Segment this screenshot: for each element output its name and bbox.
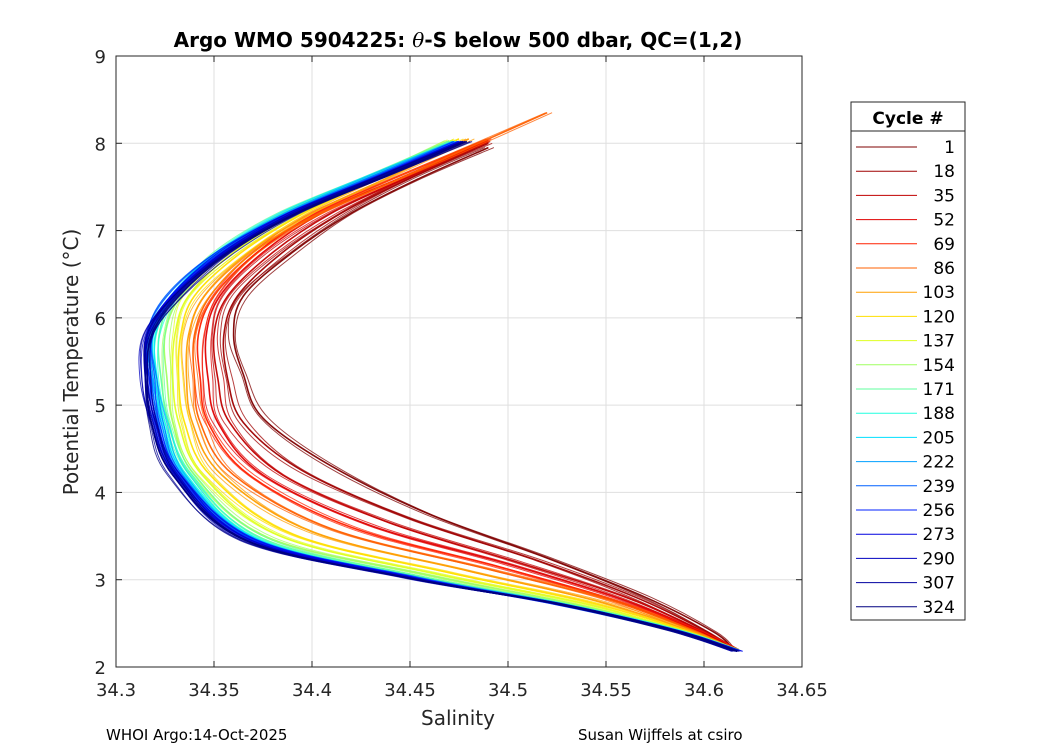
legend-label: 188: [923, 404, 955, 424]
profile-line-cycle-120: [180, 138, 737, 650]
y-tick-label: 3: [95, 571, 106, 592]
legend-label: 290: [923, 549, 955, 569]
profile-line-cycle-18: [222, 142, 734, 651]
legend-label: 18: [933, 162, 955, 182]
plot-frame: [115, 55, 803, 668]
profile-line-cycle-1: [234, 147, 736, 650]
y-tick-label: 7: [95, 222, 106, 243]
title-prefix: Argo WMO 5904225:: [174, 28, 413, 52]
legend-label: 86: [933, 259, 955, 279]
x-axis-label: Salinity: [421, 706, 495, 730]
x-tick-label: 34.6: [684, 680, 724, 701]
x-axis-ticks: 34.3 34.35 34.4 34.45 34.5 34.55 34.6 34.65: [96, 56, 828, 701]
legend-label: 1: [944, 138, 955, 158]
legend-label: 324: [923, 598, 955, 618]
legend-label: 35: [933, 186, 955, 206]
legend-label: 154: [923, 356, 955, 376]
y-axis-ticks: 2 3 4 5 6 7 8 9: [95, 47, 802, 679]
profile-line-cycle-86: [194, 112, 736, 650]
legend-box: [850, 101, 966, 621]
y-axis-label: Potential Temperature (°C): [59, 229, 83, 496]
profile-line-cycle-1: [227, 147, 731, 650]
profile-curves: [138, 111, 744, 653]
profile-line-cycle-324: [146, 140, 738, 653]
y-tick-label: 6: [95, 309, 106, 330]
legend-label: 307: [923, 574, 955, 594]
legend-label: 171: [923, 380, 955, 400]
profile-line-cycle-86: [192, 111, 734, 651]
legend-label: 69: [933, 235, 955, 255]
y-tick-label: 5: [95, 396, 106, 417]
x-tick-label: 34.3: [96, 680, 136, 701]
x-tick-label: 34.4: [292, 680, 332, 701]
x-tick-label: 34.45: [384, 680, 436, 701]
legend-label: 256: [923, 501, 955, 521]
legend-label: 205: [923, 428, 955, 448]
legend-label: 222: [923, 453, 955, 473]
profile-line-cycle-18: [224, 142, 738, 650]
profile-line-cycle-137: [176, 139, 739, 650]
profile-line-cycle-103: [187, 138, 736, 650]
legend-label: 137: [923, 332, 955, 352]
legend-items: 1 18 35 52 69 86 103 120 137 154 171 188 205 222 239 25…: [856, 138, 955, 618]
y-tick-label: 2: [95, 658, 106, 679]
title-theta-symbol: θ: [412, 28, 424, 52]
profile-line-cycle-1: [232, 146, 734, 651]
x-tick-label: 34.55: [580, 680, 632, 701]
footer-attribution: Susan Wijffels at csiro: [578, 726, 743, 744]
legend-label: 273: [923, 525, 955, 545]
title-suffix: -S below 500 dbar, QC=(1,2): [424, 28, 742, 52]
x-tick-label: 34.35: [188, 680, 240, 701]
legend-label: 52: [933, 211, 955, 231]
profile-line-cycle-120: [177, 138, 734, 651]
x-tick-label: 34.65: [776, 680, 828, 701]
footer-source: WHOI Argo:14-Oct-2025: [106, 726, 288, 744]
y-tick-label: 8: [95, 134, 106, 155]
y-tick-label: 9: [95, 47, 106, 68]
x-tick-label: 34.5: [488, 680, 528, 701]
legend-label: 239: [923, 477, 955, 497]
profile-line-cycle-35: [216, 141, 739, 650]
chart-title: Argo WMO 5904225: θ-S below 500 dbar, QC…: [174, 28, 743, 52]
profile-line-cycle-103: [185, 138, 734, 651]
legend-title: Cycle #: [872, 109, 943, 129]
profile-line-cycle-35: [211, 141, 732, 650]
profile-line-cycle-35: [212, 140, 734, 651]
legend: Cycle # 1 18 35 52 69 86 103 120 137 154 171 188 205…: [850, 101, 966, 621]
profile-line-cycle-52: [210, 140, 740, 650]
profile-line-cycle-324: [148, 141, 740, 652]
legend-label: 103: [923, 283, 955, 303]
y-tick-label: 4: [95, 483, 106, 504]
legend-label: 120: [923, 307, 955, 327]
